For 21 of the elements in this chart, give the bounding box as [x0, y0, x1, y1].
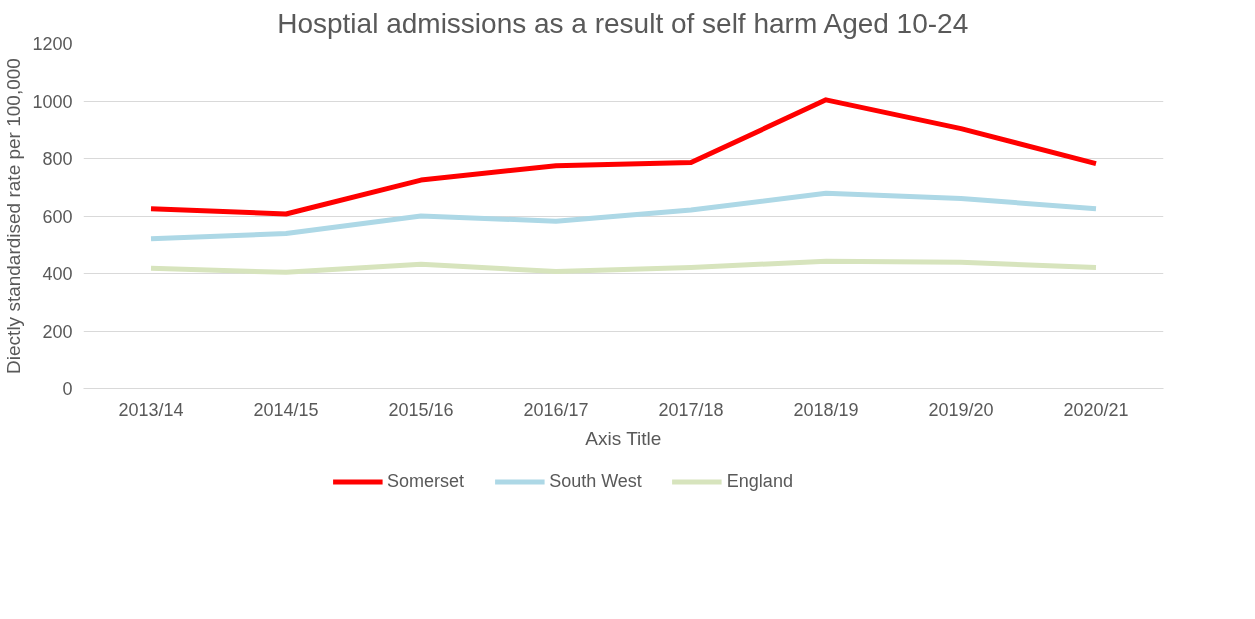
- x-tick-label: 2016/17: [523, 399, 589, 420]
- y-axis-title: Diectly standardised rate per 100,000: [3, 58, 25, 374]
- y-tick-label: 0: [62, 379, 73, 399]
- y-tick-label: 1000: [32, 91, 73, 112]
- legend-label: England: [726, 470, 793, 492]
- x-tick-label: 2015/16: [388, 399, 454, 420]
- y-tick-label: 800: [42, 149, 73, 169]
- x-axis-title: Axis Title: [585, 427, 662, 449]
- chart-title: Hosptial admissions as a result of self harm Aged 10-24: [277, 7, 969, 39]
- x-tick-label: 2017/18: [658, 399, 724, 420]
- x-tick-label: 2013/14: [118, 399, 184, 420]
- x-tick-label: 2020/21: [1063, 399, 1129, 420]
- x-tick-label: 2018/19: [793, 399, 859, 420]
- y-tick-label: 200: [42, 321, 73, 342]
- y-tick-label: 400: [42, 264, 73, 284]
- y-tick-label: 600: [42, 206, 73, 227]
- legend-label: South West: [549, 470, 642, 492]
- x-tick-label: 2014/15: [253, 399, 319, 420]
- x-tick-label: 2019/20: [928, 399, 994, 420]
- legend-label: Somerset: [387, 470, 465, 492]
- y-tick-label: 1200: [32, 34, 73, 54]
